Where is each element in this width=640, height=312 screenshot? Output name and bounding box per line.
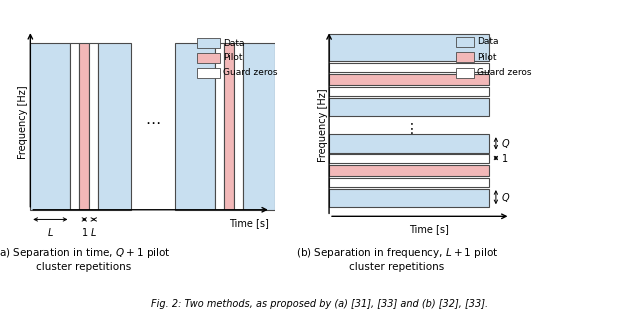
- Bar: [30, 42, 70, 210]
- Text: Pilot: Pilot: [477, 53, 497, 62]
- Text: $1$: $1$: [81, 226, 88, 238]
- Text: $Q$: $Q$: [501, 191, 511, 204]
- Bar: [175, 42, 215, 210]
- Bar: [224, 42, 234, 210]
- Bar: [329, 74, 489, 85]
- Text: $Q$: $Q$: [501, 137, 511, 150]
- Bar: [234, 42, 243, 210]
- Bar: [329, 34, 489, 61]
- Text: $L$: $L$: [47, 226, 54, 238]
- Text: $\vdots$: $\vdots$: [404, 121, 413, 136]
- Text: Frequency [Hz]: Frequency [Hz]: [317, 88, 328, 162]
- Text: Guard zeros: Guard zeros: [477, 68, 531, 77]
- Bar: [329, 165, 489, 176]
- Bar: [456, 68, 474, 78]
- Bar: [90, 42, 98, 210]
- Bar: [243, 42, 275, 210]
- Text: Pilot: Pilot: [223, 53, 243, 62]
- Text: Frequency [Hz]: Frequency [Hz]: [17, 85, 28, 158]
- Bar: [215, 42, 224, 210]
- Text: Data: Data: [477, 37, 499, 46]
- Text: Data: Data: [223, 38, 244, 47]
- Bar: [456, 37, 474, 47]
- Text: (b) Separation in frequency, $L+1$ pilot
cluster repetitions: (b) Separation in frequency, $L+1$ pilot…: [296, 246, 498, 272]
- Bar: [329, 87, 489, 96]
- Bar: [329, 134, 489, 153]
- Bar: [329, 178, 489, 187]
- Text: $1$: $1$: [501, 152, 509, 164]
- Bar: [456, 52, 474, 62]
- Text: Fig. 2: Two methods, as proposed by (a) [31], [33] and (b) [32], [33].: Fig. 2: Two methods, as proposed by (a) …: [152, 299, 488, 309]
- Text: $L$: $L$: [90, 226, 97, 238]
- Bar: [197, 38, 220, 48]
- Bar: [197, 53, 220, 63]
- Bar: [70, 42, 79, 210]
- Text: Time [s]: Time [s]: [228, 218, 268, 228]
- Bar: [98, 42, 131, 210]
- Text: $\cdots$: $\cdots$: [145, 114, 161, 129]
- Text: Time [s]: Time [s]: [409, 225, 449, 235]
- Bar: [329, 154, 489, 163]
- Bar: [79, 42, 90, 210]
- Text: (a) Separation in time, $Q+1$ pilot
cluster repetitions: (a) Separation in time, $Q+1$ pilot clus…: [0, 246, 171, 272]
- Text: Guard zeros: Guard zeros: [223, 68, 277, 77]
- Bar: [329, 189, 489, 207]
- Bar: [329, 63, 489, 72]
- Bar: [197, 68, 220, 78]
- Bar: [329, 98, 489, 116]
